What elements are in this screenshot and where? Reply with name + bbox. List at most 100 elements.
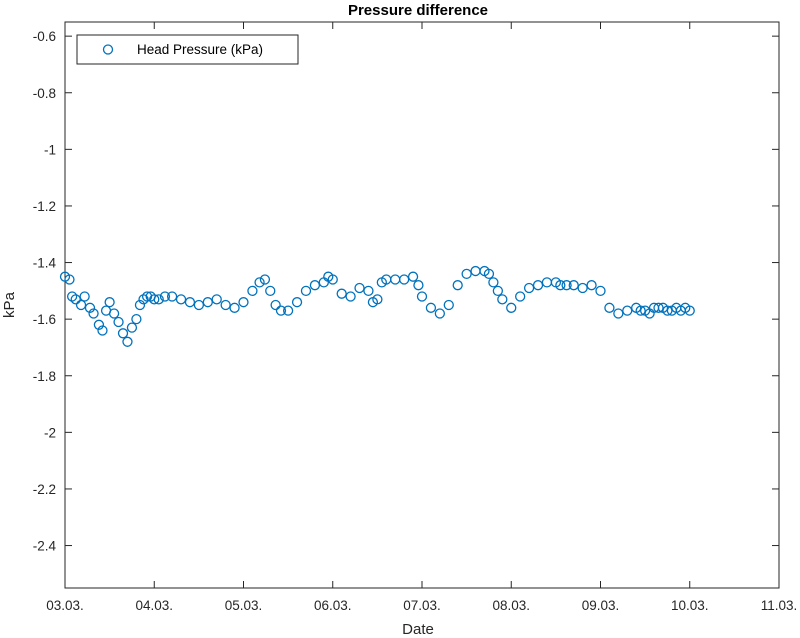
data-point bbox=[309, 280, 321, 291]
chart-title: Pressure difference bbox=[348, 2, 488, 19]
data-point bbox=[254, 277, 265, 288]
data-point bbox=[84, 302, 96, 313]
data-point bbox=[372, 294, 383, 305]
y-tick-label: -1.4 bbox=[33, 256, 57, 271]
x-axis-label: Date bbox=[402, 621, 434, 638]
data-point bbox=[515, 291, 526, 302]
data-point bbox=[270, 299, 281, 311]
data-point bbox=[523, 282, 535, 294]
y-tick-label: -2.2 bbox=[33, 482, 56, 497]
data-point bbox=[452, 280, 463, 291]
x-axis: 03.03. 04.03. 05.03. 06.03. 07.03. 08.03. 09.0… bbox=[46, 22, 797, 613]
data-point bbox=[138, 294, 149, 305]
data-point bbox=[425, 302, 437, 313]
data-point bbox=[461, 268, 472, 280]
data-point bbox=[532, 280, 544, 291]
data-point bbox=[662, 305, 673, 316]
data-point bbox=[166, 291, 178, 302]
data-point bbox=[79, 291, 90, 302]
data-point bbox=[555, 280, 566, 291]
data-point bbox=[336, 288, 347, 299]
x-tick-label: 10.03. bbox=[671, 598, 709, 613]
x-tick-label: 11.03. bbox=[761, 598, 798, 613]
data-point bbox=[354, 282, 365, 294]
data-point bbox=[282, 305, 294, 316]
y-tick-label: -2.4 bbox=[33, 539, 57, 554]
data-point bbox=[613, 308, 624, 319]
data-point bbox=[66, 291, 78, 302]
y-axis: -0.6 -0.8 -1 -1.2 -1.4 -1.6 -1.8 -2 -2.2 -2.4 bbox=[33, 29, 779, 554]
legend-marker bbox=[102, 44, 114, 55]
data-point bbox=[97, 325, 108, 336]
data-point bbox=[275, 305, 287, 316]
data-point bbox=[488, 277, 499, 288]
data-point bbox=[108, 308, 120, 319]
data-point bbox=[622, 305, 633, 316]
series-head-pressure bbox=[59, 265, 695, 347]
data-point bbox=[407, 271, 419, 282]
data-point bbox=[259, 274, 271, 285]
data-point bbox=[492, 285, 504, 297]
y-axis-label: kPa bbox=[1, 291, 18, 318]
data-point bbox=[141, 291, 153, 302]
data-point bbox=[70, 294, 81, 305]
data-point bbox=[413, 280, 424, 291]
data-point bbox=[561, 280, 572, 291]
data-point bbox=[75, 299, 87, 311]
data-point bbox=[568, 280, 579, 291]
y-tick-label: -1.6 bbox=[33, 312, 56, 327]
data-point bbox=[88, 308, 99, 319]
data-point bbox=[604, 302, 615, 313]
y-tick-label: -0.8 bbox=[33, 86, 56, 101]
data-point bbox=[238, 297, 249, 308]
data-point bbox=[300, 285, 312, 297]
x-tick-label: 07.03. bbox=[403, 598, 441, 613]
data-point bbox=[202, 297, 213, 308]
data-point bbox=[149, 294, 160, 305]
data-point bbox=[416, 291, 428, 302]
data-point bbox=[506, 302, 517, 313]
legend-box bbox=[76, 34, 299, 65]
legend-label: Head Pressure (kPa) bbox=[137, 42, 263, 57]
data-point bbox=[117, 328, 129, 339]
x-tick-label: 06.03. bbox=[314, 598, 352, 613]
data-point bbox=[131, 313, 142, 325]
data-point bbox=[93, 319, 105, 330]
data-point bbox=[229, 302, 240, 313]
legend: Head Pressure (kPa) bbox=[76, 34, 299, 65]
data-point bbox=[220, 299, 231, 311]
data-point bbox=[159, 291, 171, 302]
data-point bbox=[684, 305, 695, 316]
data-point bbox=[247, 285, 258, 297]
y-tick-label: -1.2 bbox=[33, 199, 56, 214]
x-tick-label: 05.03. bbox=[225, 598, 263, 613]
x-tick-label: 03.03. bbox=[46, 598, 84, 613]
data-point bbox=[345, 291, 356, 302]
data-point bbox=[175, 294, 187, 305]
data-point bbox=[327, 274, 338, 285]
data-point bbox=[434, 308, 446, 319]
x-tick-label: 09.03. bbox=[582, 598, 620, 613]
y-tick-label: -2 bbox=[44, 425, 56, 440]
data-point bbox=[153, 294, 164, 305]
plot-area bbox=[64, 21, 780, 589]
data-point bbox=[134, 299, 146, 311]
data-point bbox=[483, 268, 495, 280]
data-point bbox=[126, 322, 138, 333]
y-tick-label: -1.8 bbox=[33, 369, 56, 384]
data-point bbox=[64, 274, 75, 285]
x-tick-label: 04.03. bbox=[135, 598, 173, 613]
data-point bbox=[211, 294, 222, 305]
data-point bbox=[193, 299, 205, 311]
data-point bbox=[363, 285, 374, 297]
data-point bbox=[113, 316, 124, 328]
data-point bbox=[595, 285, 606, 297]
data-point bbox=[184, 297, 196, 308]
data-point bbox=[586, 280, 597, 291]
data-point bbox=[577, 282, 588, 294]
data-point bbox=[265, 285, 276, 297]
data-point bbox=[104, 297, 115, 308]
y-tick-label: -1 bbox=[44, 142, 56, 157]
y-tick-label: -0.6 bbox=[33, 29, 56, 44]
